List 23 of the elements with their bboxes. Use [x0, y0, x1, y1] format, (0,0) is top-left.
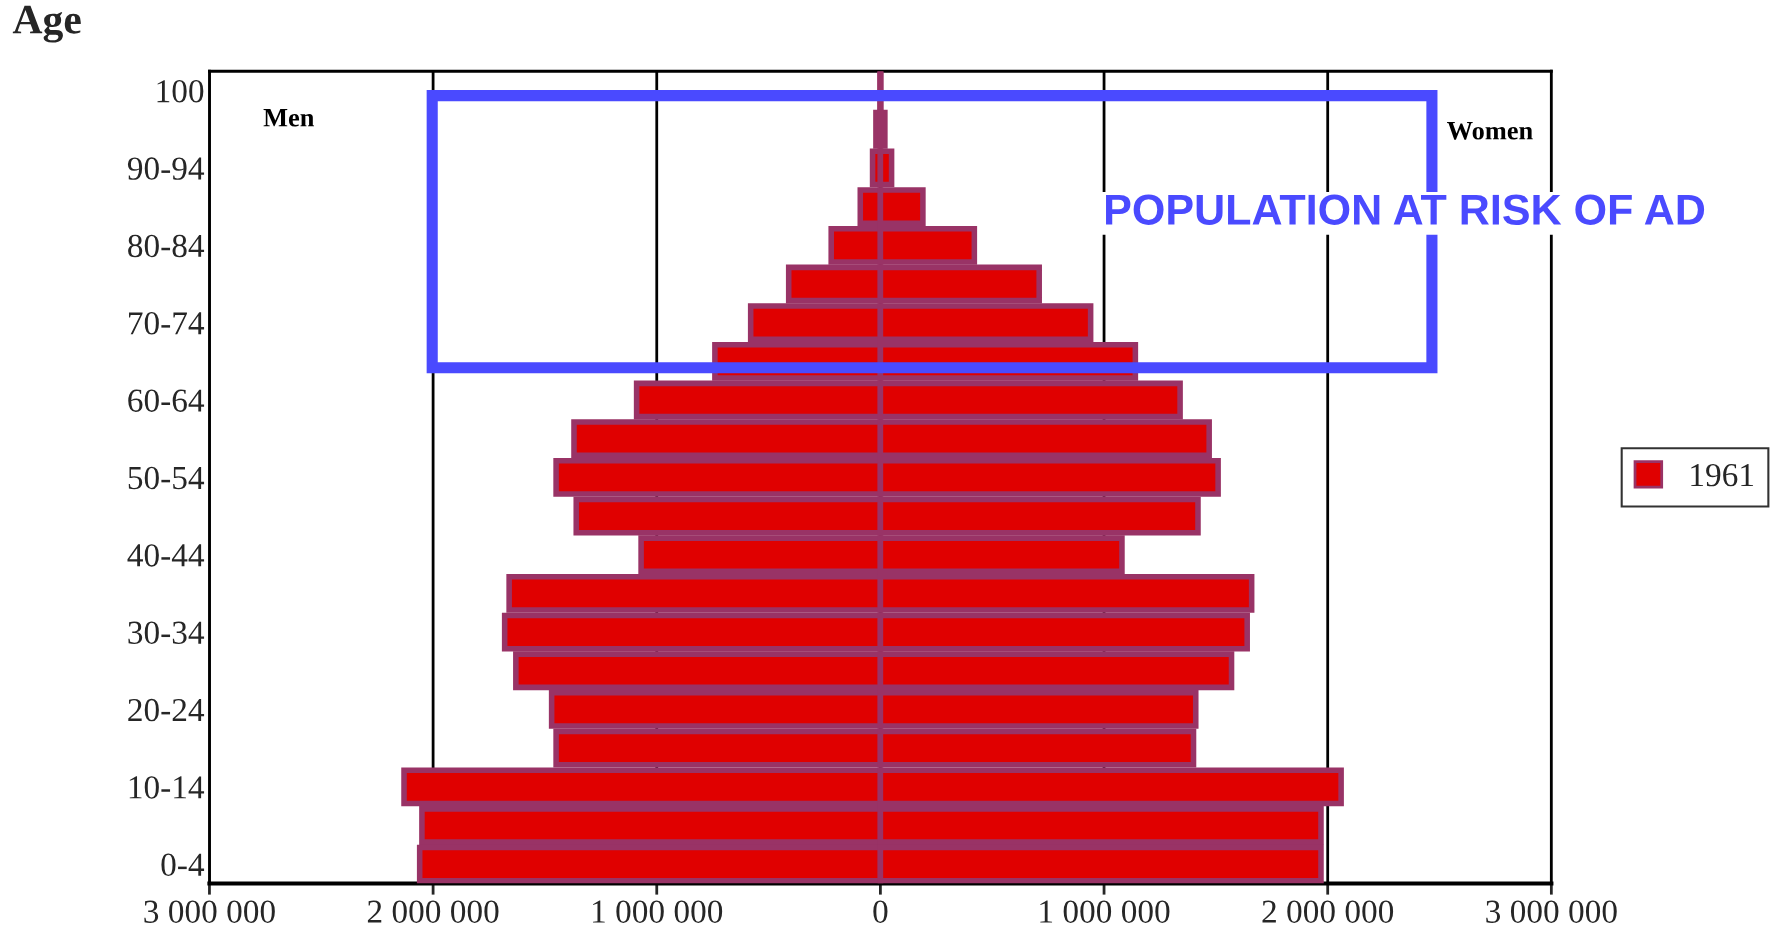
legend-label: 1961	[1691, 463, 1754, 487]
y-tick-label: 90-94	[127, 157, 205, 180]
y-tick-label: 70-74	[129, 312, 205, 335]
x-tick-label: 3 000 000	[144, 900, 275, 923]
x-tick-label: 3 000 000	[1486, 900, 1617, 923]
y-tick-label: 100	[157, 79, 204, 103]
y-axis-title: Age	[12, 5, 81, 43]
annotation: POPULATION AT RISK OF AD	[1106, 194, 1705, 225]
x-tick-label: 2 000 000	[1262, 900, 1394, 923]
x-tick-label: 1 000 000	[593, 900, 723, 923]
y-tick-label: 0-4	[161, 853, 205, 877]
y-tick-label: 80-84	[128, 234, 205, 258]
annotation: Women	[1447, 122, 1533, 140]
y-tick-label: 60-64	[128, 389, 205, 412]
y-tick-label: 30-34	[128, 621, 205, 644]
x-tick-label: 0	[873, 900, 888, 923]
y-tick-label: 50-54	[128, 466, 205, 490]
y-tick-label: 40-44	[127, 544, 205, 567]
annotation: Men	[263, 109, 315, 127]
y-tick-label: 10-14	[129, 776, 205, 799]
x-tick-label: 2 000 000	[367, 900, 499, 923]
y-tick-label: 20-24	[128, 698, 205, 722]
x-tick-label: 1 000 000	[1040, 900, 1170, 923]
